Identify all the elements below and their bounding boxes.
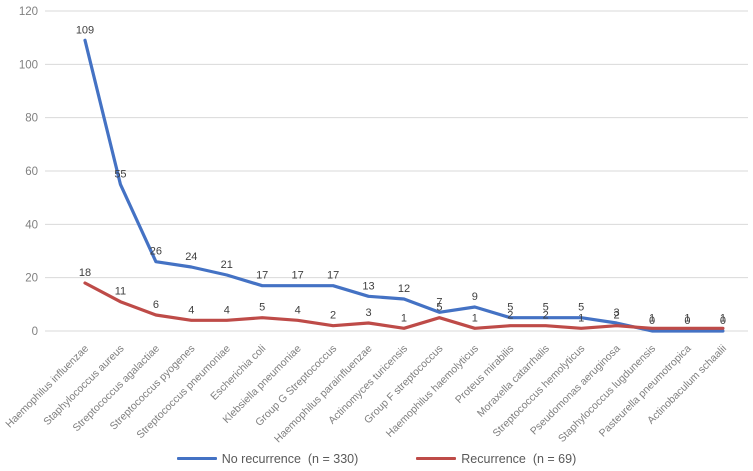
data-label-recurrence: 5 bbox=[436, 302, 442, 314]
data-label-recurrence: 18 bbox=[79, 267, 91, 279]
legend-label-no-recurrence: No recurrence (n = 330) bbox=[221, 451, 359, 466]
data-label-no-recurrence: 0 bbox=[720, 315, 726, 327]
data-label-no-recurrence: 0 bbox=[649, 315, 655, 327]
legend-item-recurrence: Recurrence (n = 69) bbox=[416, 452, 576, 466]
data-label-no-recurrence: 0 bbox=[684, 315, 690, 327]
series-line-recurrence bbox=[83, 281, 725, 330]
y-axis-tick-label: 20 bbox=[25, 273, 38, 285]
data-label-no-recurrence: 5 bbox=[507, 302, 513, 314]
y-axis-tick-label: 120 bbox=[19, 6, 38, 18]
data-label-recurrence: 6 bbox=[153, 299, 159, 311]
data-label-recurrence: 2 bbox=[507, 310, 513, 322]
legend-item-no-recurrence: No recurrence (n = 330) bbox=[176, 451, 359, 466]
data-label-recurrence: 11 bbox=[115, 286, 126, 298]
data-label-recurrence: 3 bbox=[365, 307, 371, 319]
data-label-recurrence: 1 bbox=[472, 312, 478, 324]
data-label-recurrence: 1 bbox=[649, 312, 655, 324]
data-label-recurrence: 1 bbox=[401, 312, 407, 324]
legend-line-swatch-recurrence bbox=[416, 457, 457, 460]
data-label-no-recurrence: 24 bbox=[185, 251, 197, 263]
data-label-no-recurrence: 3 bbox=[614, 307, 620, 319]
data-label-recurrence: 5 bbox=[259, 302, 265, 314]
y-axis-tick-label: 60 bbox=[25, 166, 38, 178]
data-label-recurrence: 4 bbox=[224, 304, 230, 316]
series-line-no-recurrence bbox=[83, 38, 725, 333]
data-label-recurrence: 4 bbox=[295, 304, 301, 316]
data-label-no-recurrence: 17 bbox=[292, 270, 304, 282]
data-label-recurrence: 2 bbox=[543, 310, 549, 322]
data-label-recurrence: 4 bbox=[188, 304, 194, 316]
data-label-no-recurrence: 12 bbox=[398, 283, 410, 295]
y-axis-tick-label: 80 bbox=[25, 113, 38, 125]
data-label-no-recurrence: 9 bbox=[472, 291, 478, 303]
data-label-no-recurrence: 26 bbox=[150, 246, 162, 258]
data-label-recurrence: 2 bbox=[614, 310, 620, 322]
data-label-recurrence: 1 bbox=[684, 312, 690, 324]
y-axis-tick-label: 100 bbox=[19, 59, 38, 71]
data-label-no-recurrence: 13 bbox=[362, 280, 374, 292]
data-label-recurrence: 2 bbox=[330, 310, 336, 322]
data-label-no-recurrence: 17 bbox=[327, 270, 339, 282]
legend-label-recurrence: Recurrence (n = 69) bbox=[461, 451, 577, 466]
data-label-no-recurrence: 17 bbox=[256, 270, 268, 282]
data-label-no-recurrence: 109 bbox=[76, 24, 94, 36]
data-label-no-recurrence: 55 bbox=[114, 168, 126, 180]
data-label-no-recurrence: 21 bbox=[221, 259, 233, 271]
data-label-no-recurrence: 5 bbox=[543, 302, 549, 314]
y-axis-tick-label: 0 bbox=[32, 326, 38, 338]
legend-line-swatch-no-recurrence bbox=[176, 457, 217, 460]
data-label-recurrence: 1 bbox=[578, 312, 584, 324]
y-axis-tick-label: 40 bbox=[25, 219, 38, 231]
data-label-no-recurrence: 7 bbox=[436, 296, 442, 308]
chart-legend: No recurrence (n = 330) Recurrence (n = … bbox=[0, 446, 753, 471]
data-label-no-recurrence: 5 bbox=[578, 302, 584, 314]
data-label-recurrence: 1 bbox=[720, 312, 726, 324]
